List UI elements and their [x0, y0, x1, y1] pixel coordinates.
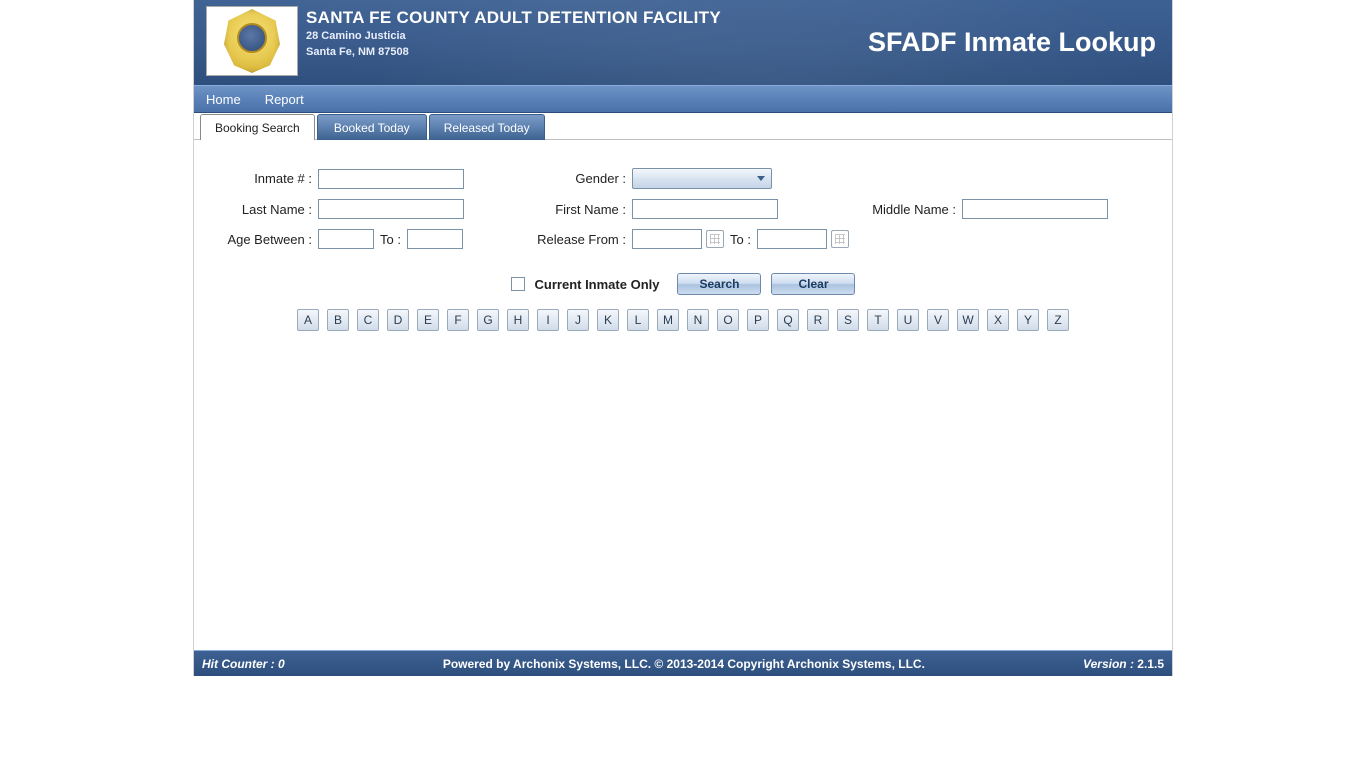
- clear-button[interactable]: Clear: [771, 273, 855, 295]
- label-last-name: Last Name :: [216, 202, 312, 217]
- nav-report[interactable]: Report: [265, 92, 304, 107]
- alpha-filter-o[interactable]: O: [717, 309, 739, 331]
- alpha-filter-p[interactable]: P: [747, 309, 769, 331]
- label-inmate-no: Inmate # :: [216, 171, 312, 186]
- alpha-filter-e[interactable]: E: [417, 309, 439, 331]
- middle-name-input[interactable]: [962, 199, 1108, 219]
- alpha-filter-h[interactable]: H: [507, 309, 529, 331]
- header-banner: SANTA FE COUNTY ADULT DETENTION FACILITY…: [194, 0, 1172, 85]
- current-inmate-only-checkbox[interactable]: [511, 277, 525, 291]
- alpha-filter-k[interactable]: K: [597, 309, 619, 331]
- tab-booked-today[interactable]: Booked Today: [317, 114, 427, 140]
- first-name-input[interactable]: [632, 199, 778, 219]
- calendar-icon[interactable]: [831, 230, 849, 248]
- footer-bar: Hit Counter : 0 Powered by Archonix Syst…: [194, 650, 1172, 676]
- label-current-only: Current Inmate Only: [535, 277, 660, 292]
- alpha-filter-y[interactable]: Y: [1017, 309, 1039, 331]
- alpha-filter-b[interactable]: B: [327, 309, 349, 331]
- label-age-between: Age Between :: [216, 232, 312, 247]
- calendar-icon[interactable]: [706, 230, 724, 248]
- facility-address-1: 28 Camino Justicia: [306, 30, 721, 44]
- alpha-filter-z[interactable]: Z: [1047, 309, 1069, 331]
- label-release-from: Release From :: [526, 232, 626, 247]
- alpha-filter-i[interactable]: I: [537, 309, 559, 331]
- page-title: SFADF Inmate Lookup: [868, 27, 1160, 58]
- alpha-filter-v[interactable]: V: [927, 309, 949, 331]
- alpha-filter-q[interactable]: Q: [777, 309, 799, 331]
- facility-name: SANTA FE COUNTY ADULT DETENTION FACILITY: [306, 8, 721, 28]
- label-age-to: To :: [380, 232, 401, 247]
- nav-home[interactable]: Home: [206, 92, 241, 107]
- version-label: Version :: [1083, 657, 1134, 671]
- alpha-filter-t[interactable]: T: [867, 309, 889, 331]
- alpha-filter-x[interactable]: X: [987, 309, 1009, 331]
- tab-released-today[interactable]: Released Today: [429, 114, 545, 140]
- tabs-row: Booking Search Booked Today Released Tod…: [194, 113, 1172, 140]
- alpha-filter-j[interactable]: J: [567, 309, 589, 331]
- gender-select[interactable]: [632, 168, 772, 189]
- label-release-to: To :: [730, 232, 751, 247]
- release-from-input[interactable]: [632, 229, 702, 249]
- alpha-filter-s[interactable]: S: [837, 309, 859, 331]
- age-from-input[interactable]: [318, 229, 374, 249]
- last-name-input[interactable]: [318, 199, 464, 219]
- alpha-filter-g[interactable]: G: [477, 309, 499, 331]
- facility-logo: [206, 6, 298, 76]
- label-gender: Gender :: [526, 171, 626, 186]
- label-first-name: First Name :: [526, 202, 626, 217]
- alpha-filter-m[interactable]: M: [657, 309, 679, 331]
- hit-counter-label: Hit Counter :: [202, 657, 275, 671]
- alpha-filter-r[interactable]: R: [807, 309, 829, 331]
- label-middle-name: Middle Name :: [856, 202, 956, 217]
- alphabet-filter: ABCDEFGHIJKLMNOPQRSTUVWXYZ: [216, 309, 1150, 331]
- alpha-filter-c[interactable]: C: [357, 309, 379, 331]
- alpha-filter-l[interactable]: L: [627, 309, 649, 331]
- footer-powered-by: Powered by Archonix Systems, LLC. © 2013…: [285, 657, 1083, 671]
- alpha-filter-n[interactable]: N: [687, 309, 709, 331]
- tab-booking-search[interactable]: Booking Search: [200, 114, 315, 140]
- inmate-no-input[interactable]: [318, 169, 464, 189]
- search-form: Inmate # : Gender : Last Name : First Na…: [194, 140, 1172, 650]
- age-to-input[interactable]: [407, 229, 463, 249]
- alpha-filter-a[interactable]: A: [297, 309, 319, 331]
- badge-icon: [224, 9, 280, 73]
- version-value: 2.1.5: [1137, 657, 1164, 671]
- alpha-filter-w[interactable]: W: [957, 309, 979, 331]
- alpha-filter-f[interactable]: F: [447, 309, 469, 331]
- alpha-filter-u[interactable]: U: [897, 309, 919, 331]
- alpha-filter-d[interactable]: D: [387, 309, 409, 331]
- facility-address-2: Santa Fe, NM 87508: [306, 46, 721, 60]
- search-button[interactable]: Search: [677, 273, 761, 295]
- release-to-input[interactable]: [757, 229, 827, 249]
- hit-counter-value: 0: [278, 657, 285, 671]
- main-nav: Home Report: [194, 85, 1172, 113]
